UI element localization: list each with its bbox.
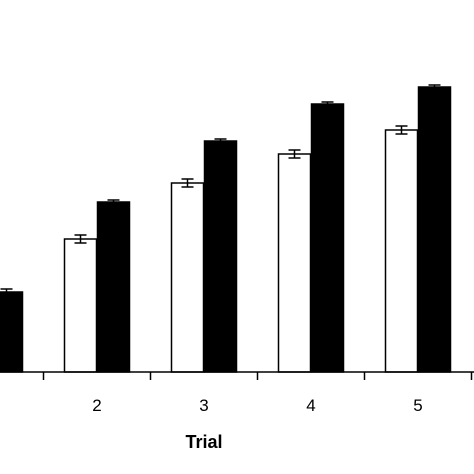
- bar-series-2-trial-5: [417, 86, 452, 373]
- x-ticks-layer: [42, 372, 473, 380]
- bar-series-1-trial-2: [63, 238, 98, 373]
- bar-series-2-trial-2: [96, 201, 131, 373]
- x-tick-label-2: 2: [92, 396, 101, 415]
- error-bar-series-1-trial-3: [181, 178, 194, 188]
- error-bar-series-2-trial-3: [214, 138, 227, 144]
- bars-layer: [0, 84, 452, 373]
- x-tick-label-4: 4: [306, 396, 315, 415]
- bar-series-1-trial-4: [277, 153, 312, 373]
- error-bar-series-1-trial-2: [74, 234, 87, 244]
- x-tick-label-5: 5: [413, 396, 422, 415]
- x-axis-title: Trial: [185, 432, 222, 452]
- x-tick-label-3: 3: [199, 396, 208, 415]
- error-bar-series-2-trial-4: [321, 101, 334, 107]
- error-bar-series-1-trial-4: [288, 149, 301, 159]
- bar-series-2-trial-3: [203, 140, 238, 373]
- error-bar-series-1-trial-5: [395, 125, 408, 135]
- bar-series-2-trial-1: [0, 291, 24, 373]
- x-tick-labels-layer: 2 3 4 5: [92, 396, 422, 415]
- bar-series-1-trial-5: [384, 129, 419, 373]
- error-bar-series-2-trial-1: [0, 288, 13, 296]
- bar-series-2-trial-4: [310, 103, 345, 373]
- error-bar-series-2-trial-2: [107, 199, 120, 205]
- bar-series-1-trial-3: [170, 182, 205, 373]
- error-bar-series-2-trial-5: [428, 84, 441, 90]
